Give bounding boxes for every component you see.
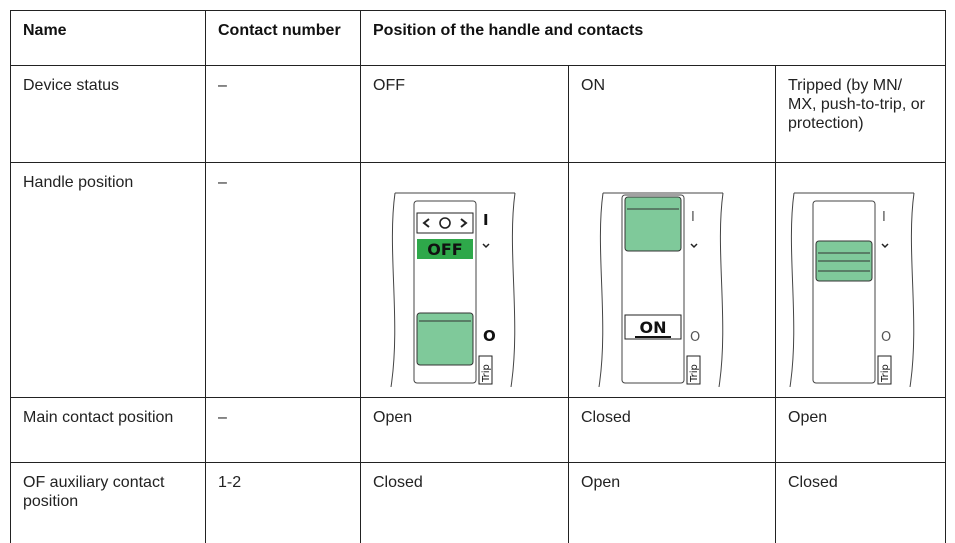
- cell: –: [205, 162, 361, 398]
- cell: Open: [774, 397, 947, 463]
- cell: Closed: [568, 397, 776, 463]
- cell: Main contact position: [10, 397, 206, 463]
- cell: OFF: [360, 65, 569, 163]
- cell: Open: [360, 397, 569, 463]
- status-table: Name Contact number Position of the hand…: [10, 10, 947, 543]
- handle-tripped-illustration: I O Trip: [789, 192, 915, 388]
- state-label: OFF: [427, 240, 462, 259]
- top-mark: I: [691, 210, 695, 225]
- image-cell: OFF I O Trip: [360, 162, 569, 398]
- header-cell: Name: [10, 10, 206, 66]
- top-mark: I: [483, 211, 489, 229]
- cell: –: [205, 397, 361, 463]
- cell: Device status: [10, 65, 206, 163]
- handle-on-illustration: ON I O Trip: [598, 192, 724, 388]
- row: Handle position – OFF I O Trip: [10, 162, 947, 398]
- top-mark: I: [882, 210, 886, 225]
- state-label: ON: [640, 318, 667, 337]
- trip-label: Trip: [880, 364, 891, 383]
- trip-label: Trip: [689, 364, 700, 383]
- cell: OF auxiliary contact position: [10, 462, 206, 543]
- header-row: Name Contact number Position of the hand…: [10, 10, 947, 66]
- header-cell: Position of the handle and contacts: [359, 10, 947, 66]
- bottom-mark: O: [690, 330, 700, 345]
- image-cell: I O Trip: [774, 162, 947, 398]
- header-cell: Contact number: [205, 10, 361, 66]
- trip-label: Trip: [481, 364, 492, 383]
- cell: Closed: [774, 462, 947, 543]
- bottom-mark: O: [881, 330, 891, 345]
- row: Device status – OFF ON Tripped (by MN/ M…: [10, 65, 947, 163]
- cell: Handle position: [10, 162, 206, 398]
- cell: Tripped (by MN/ MX, push-to-trip, or pro…: [774, 65, 947, 163]
- row: Main contact position – Open Closed Open: [10, 397, 947, 463]
- cell: ON: [568, 65, 776, 163]
- row: OF auxiliary contact position 1-2 Closed…: [10, 462, 947, 543]
- cell: Closed: [360, 462, 569, 543]
- bottom-mark: O: [483, 327, 496, 345]
- cell: Open: [568, 462, 776, 543]
- handle-off-illustration: OFF I O Trip: [390, 192, 516, 388]
- cell: –: [205, 65, 361, 163]
- image-cell: ON I O Trip: [568, 162, 776, 398]
- cell: 1-2: [205, 462, 361, 543]
